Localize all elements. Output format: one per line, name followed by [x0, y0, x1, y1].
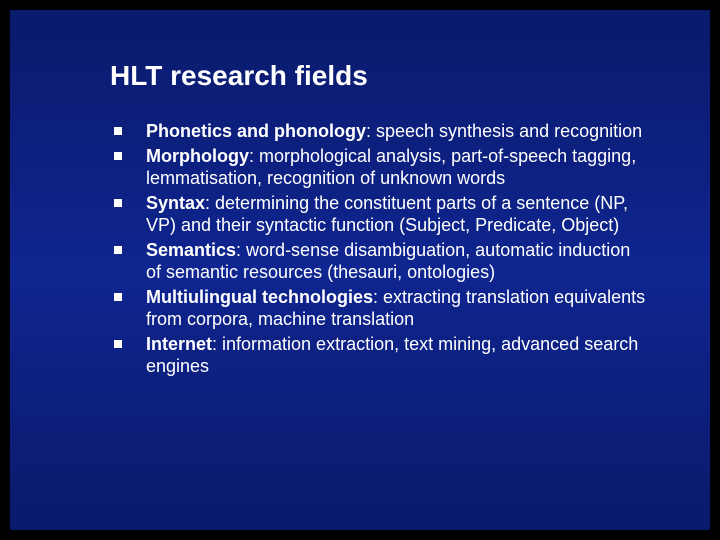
term: Phonetics and phonology — [146, 121, 366, 141]
list-item: Multiulingual technologies: extracting t… — [110, 286, 650, 331]
list-item: Morphology: morphological analysis, part… — [110, 145, 650, 190]
term: Internet — [146, 334, 212, 354]
desc: : speech synthesis and recognition — [366, 121, 642, 141]
term: Syntax — [146, 193, 205, 213]
list-item: Semantics: word-sense disambiguation, au… — [110, 239, 650, 284]
term: Multiulingual technologies — [146, 287, 373, 307]
slide-title: HLT research fields — [110, 60, 650, 92]
desc: : information extraction, text mining, a… — [146, 334, 638, 377]
bullet-list: Phonetics and phonology: speech synthesi… — [110, 120, 650, 378]
list-item: Phonetics and phonology: speech synthesi… — [110, 120, 650, 143]
term: Morphology — [146, 146, 249, 166]
term: Semantics — [146, 240, 236, 260]
slide-container: HLT research fields Phonetics and phonol… — [10, 10, 710, 530]
list-item: Internet: information extraction, text m… — [110, 333, 650, 378]
list-item: Syntax: determining the constituent part… — [110, 192, 650, 237]
desc: : determining the constituent parts of a… — [146, 193, 628, 236]
